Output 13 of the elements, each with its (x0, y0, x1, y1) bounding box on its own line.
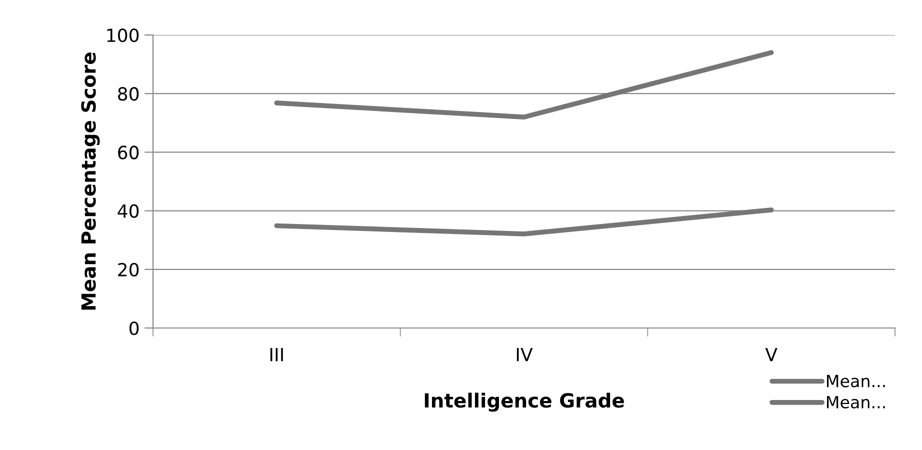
y-tick-label: 100 (107, 28, 139, 42)
legend-label: Mean... (827, 396, 885, 408)
legend-label: Mean... (827, 374, 885, 388)
y-tick-label: 80 (118, 87, 139, 101)
y-tick-label: 20 (118, 262, 139, 277)
y-tick-label: 40 (118, 204, 139, 218)
y-axis-title: Mean Percentage Score (81, 52, 100, 310)
y-tick-label: 0 (130, 321, 139, 336)
x-tick-label: V (765, 348, 778, 362)
x-tick-label: IV (516, 348, 533, 362)
x-axis-title: Intelligence Grade (424, 392, 624, 412)
y-tick-label: 60 (118, 146, 139, 160)
x-tick-label: III (270, 348, 283, 362)
